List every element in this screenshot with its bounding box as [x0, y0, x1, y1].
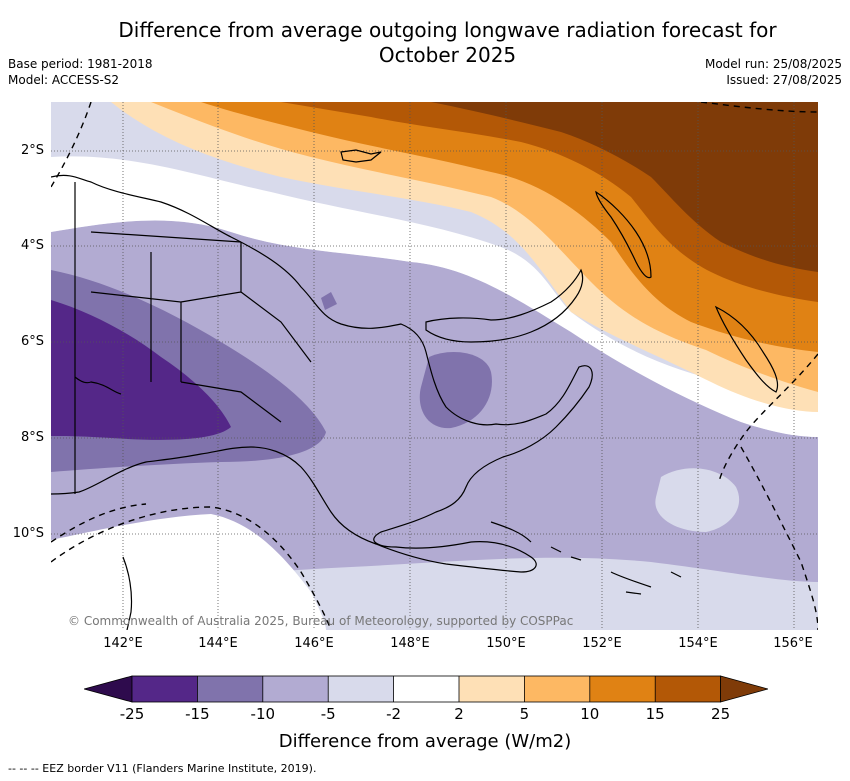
lon-label-154e: 154°E — [678, 636, 718, 651]
colorbar-segment-9 — [655, 676, 721, 702]
meta-left: Base period: 1981-2018 Model: ACCESS-S2 — [8, 56, 153, 88]
graticule — [51, 102, 818, 630]
blob-small-moderate — [321, 292, 337, 310]
colorbar — [82, 674, 770, 704]
map-panel — [51, 102, 818, 630]
colorbar-extend-low — [82, 675, 133, 703]
base-period-text: Base period: 1981-2018 — [8, 57, 153, 71]
olr-anomaly-map — [51, 102, 818, 630]
manus-island — [340, 149, 382, 163]
new-guinea-coastline — [51, 174, 593, 573]
meta-right: Model run: 25/08/2025 Issued: 27/08/2025 — [705, 56, 842, 88]
cb-tick-p10: 10 — [580, 705, 600, 723]
blob-east-light — [655, 468, 740, 532]
issued-text: Issued: 27/08/2025 — [726, 73, 842, 87]
lon-label-156e: 156°E — [773, 636, 813, 651]
bougainville-coastline — [714, 305, 779, 393]
band-extreme-positive — [431, 102, 818, 272]
png-border — [74, 182, 122, 494]
blob-central-moderate — [419, 352, 492, 429]
model-run-text: Model run: 25/08/2025 — [704, 57, 842, 71]
lon-label-144e: 144°E — [198, 636, 238, 651]
cb-tick-p15: 15 — [645, 705, 665, 723]
map-title: Difference from average outgoing longwav… — [118, 18, 777, 67]
lon-label-150e: 150°E — [486, 636, 526, 651]
colorbar-extend-high — [720, 675, 770, 703]
eez-border-east — [718, 353, 818, 630]
eez-border-northwest — [51, 102, 92, 188]
lat-label-10s: 10°S — [12, 526, 44, 541]
cb-tick-p2: 2 — [454, 705, 464, 723]
colorbar-segment-7 — [524, 676, 590, 702]
blob-southwest-neutral — [51, 514, 326, 630]
cb-tick-m25: -25 — [119, 705, 145, 723]
milne-bay-islands — [490, 521, 682, 595]
lon-label-146e: 146°E — [294, 636, 334, 651]
lat-label-6s: 6°S — [20, 334, 44, 349]
eez-borders — [51, 102, 818, 630]
copyright-notice: © Commonwealth of Australia 2025, Bureau… — [68, 614, 574, 628]
colorbar-title: Difference from average (W/m2) — [278, 731, 572, 752]
cb-tick-m2: -2 — [386, 705, 402, 723]
cb-tick-m15: -15 — [185, 705, 210, 723]
lon-label-152e: 152°E — [582, 636, 622, 651]
band-strong-negative — [51, 300, 231, 440]
colorbar-segment-8 — [589, 676, 656, 702]
colorbar-segment-1 — [132, 676, 198, 702]
colorbar-segment-6 — [459, 676, 525, 702]
cb-tick-m5: -5 — [320, 705, 336, 723]
colorbar-segment-4 — [328, 676, 394, 702]
eez-border-southwest — [51, 503, 332, 630]
lat-label-8s: 8°S — [20, 430, 44, 445]
eez-footnote: -- -- -- EEZ border V11 (Flanders Marine… — [8, 762, 317, 775]
cape-york-coastline — [122, 556, 133, 630]
band-near-zero — [51, 156, 818, 437]
lat-label-4s: 4°S — [20, 238, 44, 253]
colorbar-segment-2 — [197, 676, 263, 702]
eez-border-northeast — [700, 102, 818, 113]
model-text: Model: ACCESS-S2 — [8, 73, 120, 87]
cb-tick-p5: 5 — [519, 705, 530, 723]
new-ireland-coastline — [595, 190, 652, 279]
lat-label-2s: 2°S — [20, 143, 44, 158]
colorbar-segment-3 — [262, 676, 329, 702]
cb-tick-p25: 25 — [711, 705, 731, 723]
cb-tick-m10: -10 — [250, 705, 276, 723]
coastlines — [51, 149, 779, 630]
lon-label-148e: 148°E — [390, 636, 430, 651]
lon-label-142e: 142°E — [103, 636, 143, 651]
colorbar-svg — [82, 675, 770, 703]
new-britain-coastline — [425, 268, 584, 343]
province-lines — [90, 231, 312, 423]
colorbar-segment-5 — [393, 676, 459, 702]
